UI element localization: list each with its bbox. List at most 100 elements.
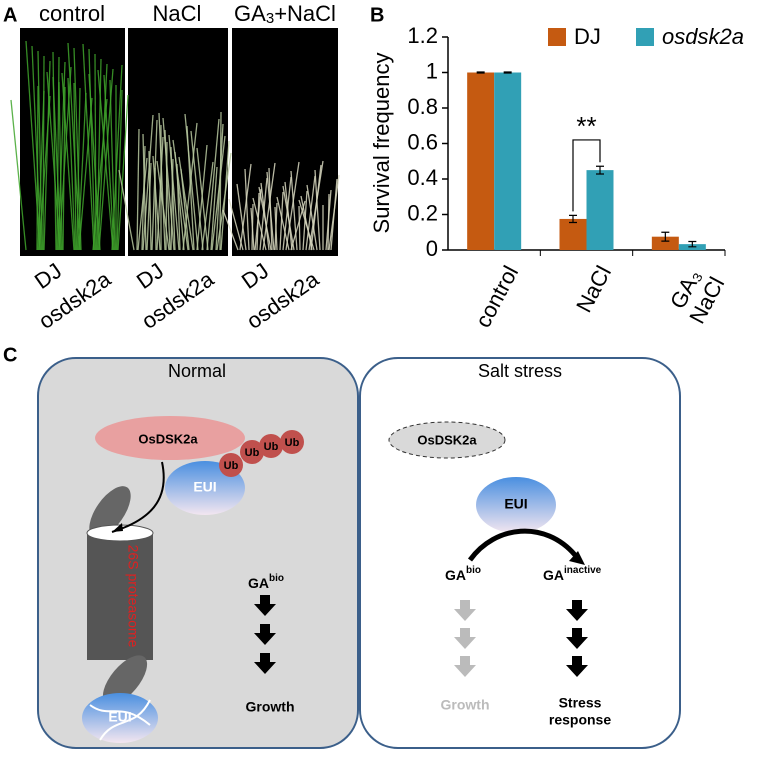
grass: [156, 160, 170, 251]
genotype-label: DJ: [132, 258, 168, 294]
protein-label: OsDSK2a: [417, 432, 477, 447]
panel-letter: A: [3, 4, 17, 26]
fragments: [89, 699, 151, 741]
grass: [142, 133, 147, 251]
column-label: GA3+NaCl: [234, 1, 336, 27]
grass: [58, 66, 72, 251]
y-tick-label: 1: [426, 58, 438, 83]
ub-label: Ub: [245, 447, 260, 459]
grass: [170, 158, 174, 251]
grass: [38, 95, 51, 251]
bar: [651, 236, 679, 250]
grass: [73, 82, 77, 251]
legend-swatch: [548, 28, 566, 46]
osdsk2a-shape: [95, 416, 245, 460]
grass: [298, 199, 315, 251]
grass: [158, 112, 166, 251]
grass: [220, 140, 230, 251]
ub: [219, 453, 243, 477]
grass: [190, 130, 204, 251]
outcome-label: response: [549, 712, 611, 728]
legend-swatch: [636, 28, 654, 46]
legend-label: osdsk2a: [662, 24, 744, 49]
ga-base: GA: [445, 567, 466, 583]
error-bar: [688, 240, 697, 248]
grass: [42, 55, 45, 251]
grass: [252, 197, 267, 251]
grass: [196, 144, 208, 251]
grass: [82, 43, 95, 251]
grass: [266, 171, 275, 251]
grass: [36, 85, 39, 251]
grass: [97, 69, 114, 251]
bar: [559, 218, 587, 250]
degradation-arrow: [111, 461, 165, 533]
grass: [250, 207, 255, 251]
grass: [67, 77, 76, 251]
bar: [586, 170, 614, 250]
grass: [111, 64, 123, 251]
grass: [148, 150, 152, 251]
grass: [228, 198, 244, 251]
grass: [256, 192, 260, 251]
grass: [290, 200, 306, 251]
ub: [240, 440, 264, 464]
grass: [37, 50, 43, 251]
label-part: GA: [234, 1, 266, 26]
grass: [219, 111, 222, 251]
grass: [10, 99, 27, 251]
grass: [236, 183, 247, 251]
ga-sup: bio: [269, 573, 284, 584]
grass: [117, 94, 129, 251]
grass: [182, 122, 198, 251]
bar: [494, 72, 522, 250]
significance-bracket: [572, 139, 601, 212]
grass: [314, 169, 321, 251]
grass: [162, 117, 175, 251]
grass: [172, 139, 189, 251]
column-label: control: [39, 1, 105, 26]
legend-label: DJ: [574, 24, 601, 49]
grass: [77, 92, 87, 251]
arrow-head: [112, 523, 123, 532]
grass: [215, 123, 224, 251]
grass: [298, 205, 301, 251]
error-bar: [569, 214, 577, 224]
grass: [306, 184, 318, 251]
error-bar: [596, 165, 604, 175]
genotype-labels: DJ osdsk2a DJ osdsk2a DJ osdsk2a: [30, 258, 324, 334]
grass: [136, 128, 140, 251]
grass: [88, 48, 96, 251]
ga-sup: inactive: [564, 565, 602, 576]
grass: [244, 168, 250, 251]
grass: [327, 193, 330, 251]
ub: [259, 434, 283, 458]
ub: [280, 430, 304, 454]
grass: [141, 145, 146, 251]
outcome-label: Growth: [441, 697, 490, 713]
grass: [305, 175, 316, 251]
grass: [165, 141, 168, 251]
proteasome-cap: [102, 655, 148, 705]
grass: [279, 191, 284, 251]
grass: [262, 162, 276, 251]
box-title: Normal: [168, 361, 226, 381]
grass: [94, 53, 97, 251]
conversion-arrow: [467, 528, 577, 562]
y-tick-label: 0.8: [407, 94, 438, 119]
proteasome-cap: [89, 486, 131, 538]
grass: [285, 161, 300, 251]
annotation: **: [576, 111, 596, 141]
outcome-label: Stress: [559, 695, 602, 711]
grass: [211, 135, 226, 251]
grass: [25, 40, 41, 251]
grass: [52, 51, 57, 251]
grey-arrows: [454, 600, 476, 677]
eui-shape: [476, 477, 556, 533]
protein-label: EUI: [504, 496, 527, 512]
y-tick-label: 0.4: [407, 165, 438, 190]
grass: [118, 169, 135, 251]
